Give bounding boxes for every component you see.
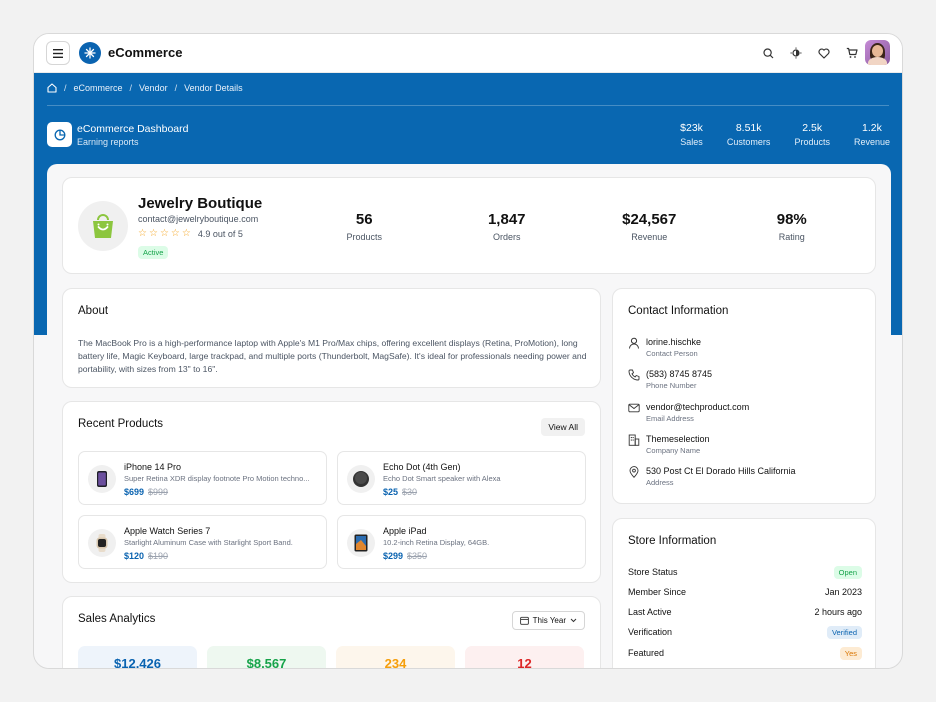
user-avatar[interactable] bbox=[865, 40, 890, 65]
star-icon: ☆ bbox=[159, 228, 169, 239]
home-icon[interactable] bbox=[47, 83, 57, 93]
shopping-bag-icon bbox=[93, 214, 113, 238]
star-icon: ☆ bbox=[138, 228, 147, 239]
sales-tile-total: $12,426 bbox=[78, 646, 197, 668]
stat-orders: 1,847 Orders bbox=[487, 211, 526, 242]
contact-title: Contact Information bbox=[628, 305, 729, 317]
snowflake-icon bbox=[84, 47, 96, 59]
phone-icon bbox=[628, 369, 640, 381]
member-since-row: Member Since Jan 2023 bbox=[628, 587, 862, 597]
rating-text: 4.9 out of 5 bbox=[197, 228, 243, 239]
kpi-sales: $23k Sales bbox=[680, 122, 703, 147]
contact-card: Contact Information lorine.hischke Conta… bbox=[612, 288, 876, 504]
stat-products: 56 Products bbox=[346, 211, 383, 242]
vendor-avatar bbox=[78, 201, 128, 251]
last-active-row: Last Active 2 hours ago bbox=[628, 607, 862, 617]
app-logo bbox=[79, 42, 101, 64]
stat-rating: 98% Rating bbox=[776, 211, 807, 242]
vendor-email: contact@jewelryboutique.com bbox=[138, 214, 259, 224]
dashboard-icon bbox=[47, 122, 72, 147]
mail-icon bbox=[628, 403, 640, 413]
menu-button[interactable] bbox=[46, 41, 70, 65]
featured-row: Featured Yes bbox=[628, 647, 862, 660]
echo-dot-icon bbox=[347, 465, 375, 493]
search-icon[interactable] bbox=[760, 45, 776, 61]
chevron-down-icon bbox=[570, 618, 577, 623]
vendor-card: Jewelry Boutique contact@jewelryboutique… bbox=[62, 177, 876, 274]
hamburger-icon bbox=[53, 48, 63, 58]
app-title: eCommerce bbox=[108, 45, 183, 60]
theme-toggle-icon[interactable] bbox=[788, 45, 804, 61]
calendar-icon bbox=[519, 616, 529, 625]
status-badge: Open bbox=[833, 566, 862, 579]
star-icon: ☆ bbox=[181, 228, 191, 239]
recent-products-card: Recent Products View All iPhone 14 Pro S… bbox=[62, 401, 601, 583]
sales-analytics-card: Sales Analytics This Year $12,426 $8,567… bbox=[62, 596, 601, 668]
user-icon bbox=[629, 337, 639, 349]
about-card: About The MacBook Pro is a high-performa… bbox=[62, 288, 601, 388]
breadcrumb-vendor[interactable]: Vendor bbox=[139, 83, 168, 93]
vendor-rating: ☆ ☆ ☆ ☆ ☆ 4.9 out of 5 bbox=[138, 228, 243, 239]
about-title: About bbox=[78, 305, 109, 317]
star-icon: ☆ bbox=[170, 228, 180, 239]
ipad-icon bbox=[347, 529, 375, 557]
featured-badge: Yes bbox=[839, 647, 862, 660]
dashboard-title: eCommerce Dashboard bbox=[77, 123, 189, 135]
product-item[interactable]: Apple iPad 10.2-inch Retina Display, 64G… bbox=[337, 515, 586, 569]
sales-tile-orders: 234 bbox=[336, 646, 455, 668]
vendor-name: Jewelry Boutique bbox=[138, 195, 263, 212]
breadcrumb-ecommerce[interactable]: eCommerce bbox=[73, 83, 123, 93]
top-bar: eCommerce bbox=[34, 34, 902, 73]
product-item[interactable]: Echo Dot (4th Gen) Echo Dot Smart speake… bbox=[337, 451, 586, 505]
star-icon: ☆ bbox=[148, 228, 158, 239]
period-select[interactable]: This Year bbox=[511, 611, 585, 630]
product-item[interactable]: Apple Watch Series 7 Starlight Aluminum … bbox=[78, 515, 327, 569]
verification-row: Verification Verified bbox=[628, 626, 862, 639]
content-panel: Jewelry Boutique contact@jewelryboutique… bbox=[47, 164, 891, 668]
sales-tile-returns: 12 bbox=[465, 646, 584, 668]
sales-title: Sales Analytics bbox=[78, 613, 156, 625]
kpi-revenue: 1.2k Revenue bbox=[853, 122, 890, 147]
store-info-card: Store Information Store Status Open Memb… bbox=[612, 518, 876, 668]
building-icon bbox=[628, 434, 640, 446]
kpi-products: 2.5k Products bbox=[794, 122, 830, 147]
dashboard-subtitle: Earning reports bbox=[77, 137, 139, 147]
sales-tile-net: $8,567 bbox=[207, 646, 326, 668]
app-window: eCommerce / eCommerce / Vendor / Vendor … bbox=[33, 33, 903, 669]
recent-products-title: Recent Products bbox=[78, 418, 164, 430]
kpi-customers: 8.51k Customers bbox=[726, 122, 771, 147]
cart-icon[interactable] bbox=[844, 45, 860, 61]
breadcrumb: / eCommerce / Vendor / Vendor Details bbox=[47, 83, 243, 93]
heart-icon[interactable] bbox=[816, 45, 832, 61]
status-badge: Active bbox=[138, 246, 169, 259]
breadcrumb-vendor-details: Vendor Details bbox=[184, 83, 243, 93]
product-item[interactable]: iPhone 14 Pro Super Retina XDR display f… bbox=[78, 451, 327, 505]
stat-revenue: $24,567 Revenue bbox=[622, 211, 677, 242]
verified-badge: Verified bbox=[826, 626, 862, 639]
kpi-summary: $23k Sales 8.51k Customers 2.5k Products 1.… bbox=[680, 122, 890, 147]
about-text: The MacBook Pro is a high-performance la… bbox=[78, 338, 587, 374]
view-all-button[interactable]: View All bbox=[541, 418, 585, 436]
map-pin-icon bbox=[629, 466, 639, 478]
store-status-row: Store Status Open bbox=[628, 566, 862, 579]
iphone-icon bbox=[88, 465, 116, 493]
store-title: Store Information bbox=[628, 535, 717, 547]
watch-icon bbox=[88, 529, 116, 557]
